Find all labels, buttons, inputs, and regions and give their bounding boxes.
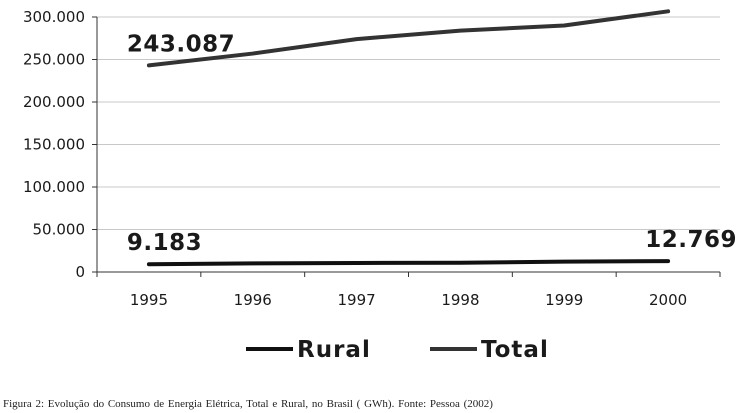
x-tick-label: 1995 <box>130 291 168 309</box>
chart: 0 50.000 100.000 150.000 200.000 250.000 300.0… <box>23 0 737 363</box>
legend-label-rural: Rural <box>297 337 371 363</box>
x-tick-label: 1996 <box>234 291 272 309</box>
series-line-total <box>146 9 671 68</box>
legend-label-total: Total <box>481 337 549 363</box>
x-tick-label: 2000 <box>649 291 687 309</box>
series-line-rural <box>146 259 671 267</box>
y-tick-label: 200.000 <box>23 93 85 111</box>
x-tick-label: 1999 <box>545 291 583 309</box>
labels: 0 50.000 100.000 150.000 200.000 250.000 300.0… <box>23 0 737 309</box>
x-tick-label: 1998 <box>441 291 479 309</box>
data-label-total-2000: 306.682 <box>629 0 737 3</box>
data-label-rural-2000: 12.769 <box>645 227 737 253</box>
data-label-rural-1995: 9.183 <box>127 230 202 256</box>
y-tick-label: 300.000 <box>23 8 85 26</box>
figure-caption: Figura 2: Evolução do Consumo de Energia… <box>3 398 493 410</box>
legend: Rural Total <box>246 337 549 363</box>
series-lines <box>146 9 671 267</box>
data-label-total-1995: 243.087 <box>127 31 235 57</box>
axes <box>92 16 721 277</box>
y-tick-label: 150.000 <box>23 136 85 154</box>
y-tick-label: 100.000 <box>23 178 85 196</box>
y-tick-label: 50.000 <box>33 221 86 239</box>
y-tick-label: 0 <box>75 263 85 281</box>
y-tick-label: 250.000 <box>23 51 85 69</box>
x-tick-label: 1997 <box>337 291 375 309</box>
